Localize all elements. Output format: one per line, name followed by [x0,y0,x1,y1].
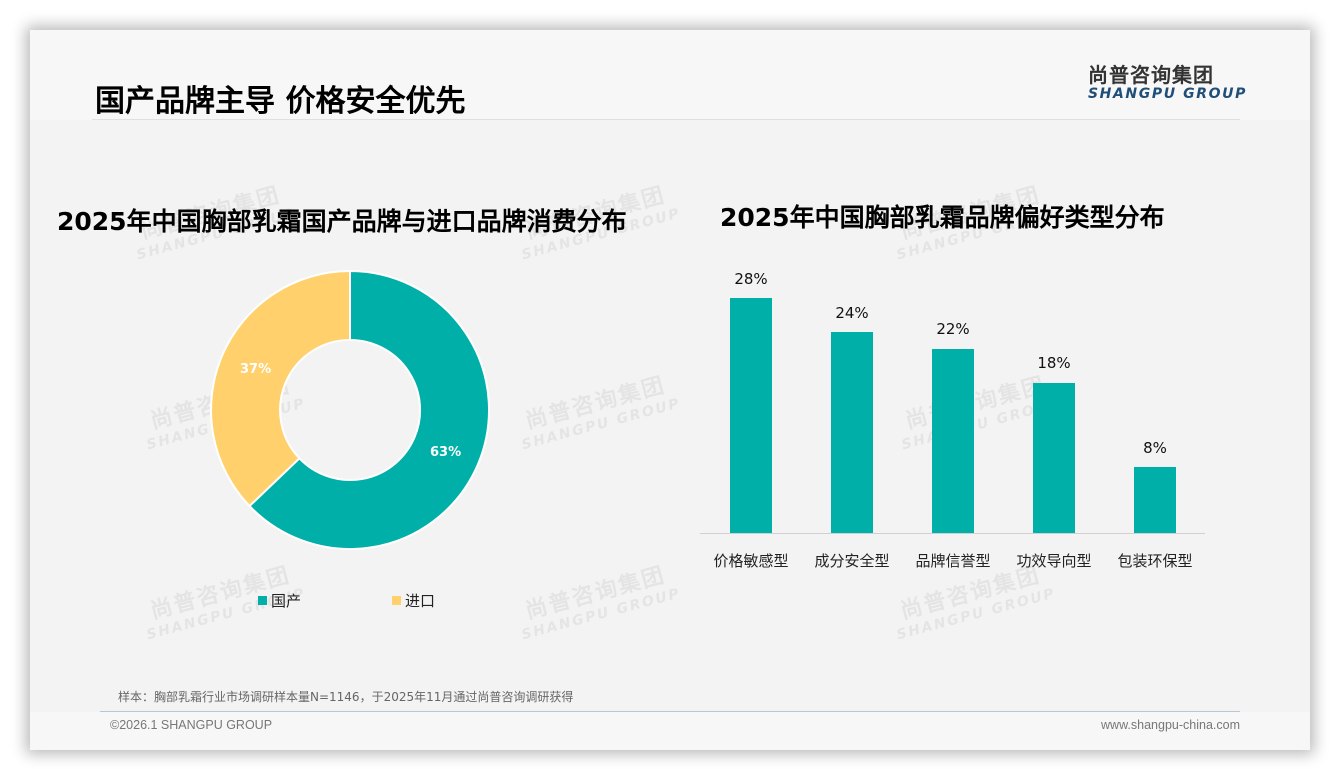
bar-category: 价格敏感型 [713,552,789,570]
bar-brand-reputation[interactable] [932,349,974,533]
bar-value: 22% [936,320,970,338]
slice-import-label: 37% [240,362,272,377]
slice-domestic-label: 63% [430,445,462,460]
donut-svg [210,269,490,550]
header-divider [92,119,1240,120]
bar-value: 8% [1143,439,1167,457]
bar-value: 18% [1037,354,1071,372]
bar-value: 24% [835,304,869,322]
header-band [30,30,1310,120]
bar-category: 包装环保型 [1117,552,1193,570]
website-link[interactable]: www.shangpu-china.com [1101,718,1240,732]
page-title: 国产品牌主导 价格安全优先 [95,84,466,119]
footer-band [30,712,1310,750]
bar-ingredient-safety[interactable] [831,332,873,533]
logo-en-text: SHANGPU GROUP [1088,86,1247,102]
bar-value: 28% [734,270,768,288]
bar-eco-packaging[interactable] [1134,467,1176,533]
bar-chart-title: 2025年中国胸部乳霜品牌偏好类型分布 [720,203,1165,232]
footer-divider [100,711,1240,712]
bar-category: 成分安全型 [814,552,890,570]
donut-chart: 63% 37% [210,269,490,550]
bar-price-sensitive[interactable] [730,298,772,533]
slice-import[interactable] [210,269,351,508]
bar-category: 功效导向型 [1016,552,1092,570]
donut-chart-title: 2025年中国胸部乳霜国产品牌与进口品牌消费分布 [57,207,627,236]
legend-label: 国产 [271,592,302,610]
bar-efficacy-oriented[interactable] [1033,383,1075,533]
legend-swatch-teal-icon [258,596,267,605]
bar-category: 品牌信誉型 [915,552,991,570]
x-axis-line [700,533,1205,534]
company-logo: 尚普咨询集团 SHANGPU GROUP [1088,63,1247,102]
legend-item-domestic: 国产 [258,590,301,611]
slice-domestic[interactable] [248,269,490,550]
slide: 尚普咨询集团 SHANGPU GROUP 尚普咨询集团 SHANGPU GROUP … [30,30,1310,750]
legend-swatch-yellow-icon [392,596,401,605]
sample-note: 样本：胸部乳霜行业市场调研样本量N=1146，于2025年11月通过尚普咨询调研… [118,690,574,704]
copyright: ©2026.1 SHANGPU GROUP [110,718,273,732]
legend-label: 进口 [405,592,436,610]
legend-item-import: 进口 [392,590,435,611]
logo-cn-text: 尚普咨询集团 [1088,63,1214,87]
